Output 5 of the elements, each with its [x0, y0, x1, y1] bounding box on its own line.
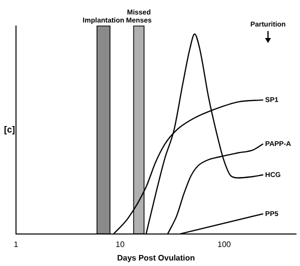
- x-axis-title: Days Post Ovulation: [117, 253, 196, 262]
- y-axis-title: [c]: [4, 124, 15, 134]
- x-tick-label: 10: [116, 240, 126, 249]
- x-tick-label: 1: [14, 240, 19, 249]
- x-tick-label: 100: [217, 240, 232, 249]
